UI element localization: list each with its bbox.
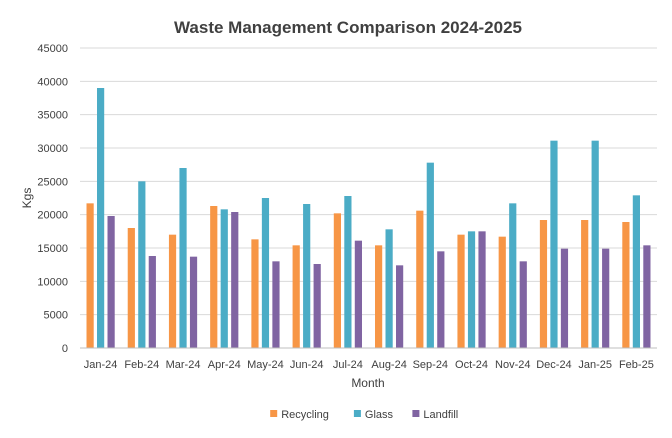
x-tick-label: Feb-24	[124, 359, 159, 371]
bar-recycling-jun-24	[292, 245, 300, 348]
bar-glass-aug-24	[385, 229, 393, 348]
bar-glass-sep-24	[426, 162, 434, 348]
bar-glass-jun-24	[303, 204, 311, 348]
bar-recycling-apr-24	[210, 206, 218, 348]
bar-recycling-nov-24	[498, 236, 506, 348]
y-axis-title: Kgs	[20, 188, 34, 209]
bar-recycling-mar-24	[168, 234, 177, 348]
bar-landfill-jun-24	[313, 264, 321, 348]
bar-recycling-jan-25	[581, 220, 589, 348]
bar-landfill-nov-24	[519, 261, 527, 348]
bar-landfill-mar-24	[189, 256, 198, 348]
y-tick-label: 5000	[44, 310, 68, 322]
bar-glass-feb-25	[632, 195, 640, 348]
bar-glass-may-24	[261, 198, 270, 348]
chart-title: Waste Management Comparison 2024-2025	[174, 18, 522, 37]
bar-landfill-feb-25	[643, 245, 651, 348]
y-tick-label: 25000	[37, 176, 68, 188]
bar-glass-mar-24	[179, 168, 187, 348]
bar-landfill-jan-25	[602, 248, 610, 348]
x-axis-title: Month	[351, 376, 384, 390]
y-tick-label: 30000	[37, 143, 68, 155]
x-tick-label: Jul-24	[333, 359, 363, 371]
bars	[86, 88, 651, 348]
x-tick-label: Jan-25	[578, 359, 612, 371]
bar-glass-jan-24	[97, 88, 105, 348]
legend-swatch-glass	[353, 410, 361, 417]
bar-glass-apr-24	[220, 209, 228, 348]
x-axis-ticks: Jan-24 Feb-24 Mar-24 Apr-24 May-24 Jun-24 Jul-…	[84, 359, 654, 371]
bar-glass-nov-24	[509, 203, 517, 348]
x-tick-label: Aug-24	[371, 359, 406, 371]
y-tick-label: 20000	[37, 210, 68, 222]
x-tick-label: Nov-24	[495, 359, 530, 371]
legend-label-recycling: Recycling	[281, 409, 329, 421]
x-tick-label: Dec-24	[536, 359, 571, 371]
x-tick-label: Mar-24	[166, 359, 201, 371]
bar-landfill-oct-24	[478, 231, 486, 348]
x-tick-label: Jun-24	[290, 359, 324, 371]
y-tick-label: 45000	[37, 43, 68, 55]
bar-landfill-feb-24	[148, 256, 156, 348]
gridlines	[80, 47, 657, 316]
bar-landfill-jan-24	[107, 216, 115, 348]
bar-recycling-jan-24	[86, 203, 94, 348]
y-tick-label: 40000	[37, 76, 68, 88]
bar-glass-jul-24	[344, 196, 352, 348]
bar-recycling-feb-24	[127, 228, 135, 348]
bar-recycling-sep-24	[416, 210, 424, 348]
x-tick-label: May-24	[247, 359, 284, 371]
y-tick-label: 15000	[37, 243, 68, 255]
y-tick-label: 0	[62, 343, 68, 355]
x-tick-label: Jan-24	[84, 359, 118, 371]
bar-glass-jan-25	[591, 140, 599, 348]
bar-landfill-may-24	[272, 261, 280, 348]
bar-glass-dec-24	[550, 140, 558, 348]
legend-label-landfill: Landfill	[423, 409, 458, 421]
y-tick-label: 35000	[37, 110, 68, 122]
y-tick-label: 10000	[37, 276, 68, 288]
legend-swatch-recycling	[270, 410, 278, 417]
bar-recycling-dec-24	[539, 220, 548, 348]
bar-recycling-jul-24	[333, 213, 341, 348]
bar-landfill-aug-24	[396, 265, 404, 348]
y-axis-ticks: 0 5000 10000 15000 20000 25000 30000 35000 40000…	[37, 43, 68, 355]
legend-swatch-landfill	[412, 410, 420, 417]
x-tick-label: Apr-24	[208, 359, 241, 371]
legend: Recycling Glass Landfill	[270, 409, 458, 421]
bar-recycling-may-24	[251, 239, 259, 348]
x-tick-label: Feb-25	[619, 359, 654, 371]
legend-label-glass: Glass	[365, 409, 394, 421]
x-tick-label: Sep-24	[413, 359, 448, 371]
bar-landfill-apr-24	[231, 212, 239, 348]
bar-recycling-oct-24	[457, 234, 465, 348]
x-tick-label: Oct-24	[455, 359, 488, 371]
bar-glass-feb-24	[138, 181, 146, 348]
bar-recycling-feb-25	[622, 222, 630, 348]
bar-recycling-aug-24	[375, 245, 383, 348]
bar-landfill-jul-24	[354, 240, 362, 348]
bar-glass-oct-24	[467, 231, 476, 348]
bar-landfill-dec-24	[560, 248, 569, 348]
bar-landfill-sep-24	[437, 251, 445, 348]
